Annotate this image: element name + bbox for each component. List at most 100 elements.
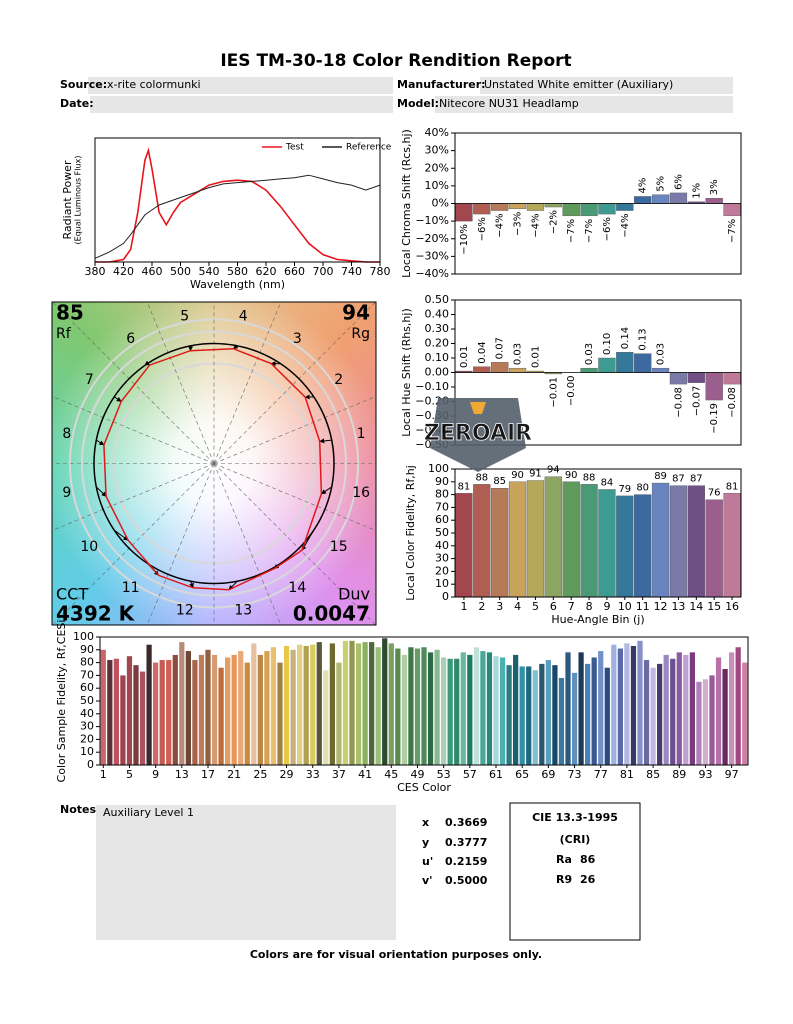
field-value: Unstated White emitter (Auxiliary) [484,78,673,91]
bar [192,660,198,765]
value-label: 0.14 [620,327,631,349]
bar [634,494,652,598]
value-label: −4% [495,214,506,238]
field-box [480,77,733,94]
x-axis-label: CES Color [397,781,451,794]
bar [634,196,652,204]
field-value: Nitecore NU31 Headlamp [439,97,579,110]
x-tick-label: 1 [100,768,107,781]
rg-value: 94 [342,301,370,325]
y-tick-label: −40% [415,267,449,280]
bar [513,654,519,765]
bar [562,481,580,598]
y-tick-label: 10 [435,577,449,590]
value-label: 85 [493,476,506,487]
bar [683,654,689,765]
hue-bin-label: 2 [334,372,343,388]
bar [153,662,159,765]
y-axis-label: Color Sample Fidelity, Rf,CESi [55,620,68,783]
chromaticity-value: 0.5000 [445,874,488,887]
hue-bin-label: 6 [126,331,135,347]
bar [120,675,126,765]
x-tick-label: 12 [654,600,668,613]
bar [696,681,702,765]
y-tick-label: 50 [80,694,94,707]
bar [580,203,598,217]
bar [454,658,460,765]
bar [552,665,558,765]
bar [722,669,728,765]
hue-bin-label: 14 [288,580,306,596]
x-tick-label: 10 [618,600,632,613]
bar [598,489,616,598]
cri-subtitle: (CRI) [560,833,591,846]
bar [670,658,676,765]
value-label: 0.13 [638,328,649,350]
bar [624,643,630,765]
value-label: 94 [547,465,560,476]
hue-bin-label: 15 [330,539,348,555]
x-tick-label: 8 [586,600,593,613]
x-tick-label: 500 [170,265,191,278]
x-tick-label: 540 [199,265,220,278]
hue-bin-label: 13 [234,603,252,619]
bar [211,654,218,765]
bar [506,665,512,765]
x-tick-label: 41 [358,768,372,781]
bar [491,488,509,598]
bar [113,658,119,765]
bar [336,662,342,765]
value-label: 5% [656,176,667,192]
y-tick-label: 0.50 [425,293,450,306]
bar [408,647,414,765]
value-label: 88 [583,472,596,483]
y-tick-label: 0.10 [425,351,450,364]
y-tick-label: 60 [80,681,94,694]
x-tick-label: 9 [603,600,610,613]
bar [705,372,723,401]
x-tick-label: 33 [306,768,320,781]
bar [630,645,637,765]
bar [126,656,133,765]
bar [290,649,296,765]
value-label: 87 [672,474,685,485]
y-axis-label: Local Color Fidelity, Rf,hj [404,465,417,601]
y-tick-label: 70 [80,668,94,681]
x-tick-label: 780 [370,265,391,278]
cri-title: CIE 13.3-1995 [532,811,618,824]
bar [571,672,578,765]
hue-bin-label: 16 [352,485,370,501]
hue-bin-label: 12 [176,603,194,619]
bar [100,649,106,765]
bar [447,658,453,765]
chromaticity-value: 0.3777 [445,836,487,849]
rf-label: Rf [56,326,72,342]
hue-bin-label: 10 [80,539,98,555]
shift-arrow [319,438,332,444]
bar [723,372,741,385]
bar [473,366,491,373]
value-label: −7% [566,219,577,243]
y-tick-label: 30 [435,552,449,565]
series-line [94,174,381,259]
field-box [90,96,393,113]
bar [355,643,362,765]
y-axis-label: Local Chroma Shift (Rcs,hj) [400,129,413,278]
bar [316,642,322,765]
hue-bin-label: 7 [85,372,94,388]
x-tick-label: 620 [256,265,277,278]
value-label: 87 [690,474,703,485]
y-tick-label: 10 [80,745,94,758]
bar [473,484,491,598]
x-tick-label: 53 [437,768,451,781]
bar [637,640,643,765]
value-label: −0.00 [566,376,577,407]
x-tick-label: 93 [698,768,712,781]
bar [526,480,545,598]
chromaticity-label: u' [422,855,433,868]
value-label: −2% [548,210,559,234]
bar [508,367,527,373]
shift-arrow [113,396,122,402]
value-label: 79 [618,484,631,495]
